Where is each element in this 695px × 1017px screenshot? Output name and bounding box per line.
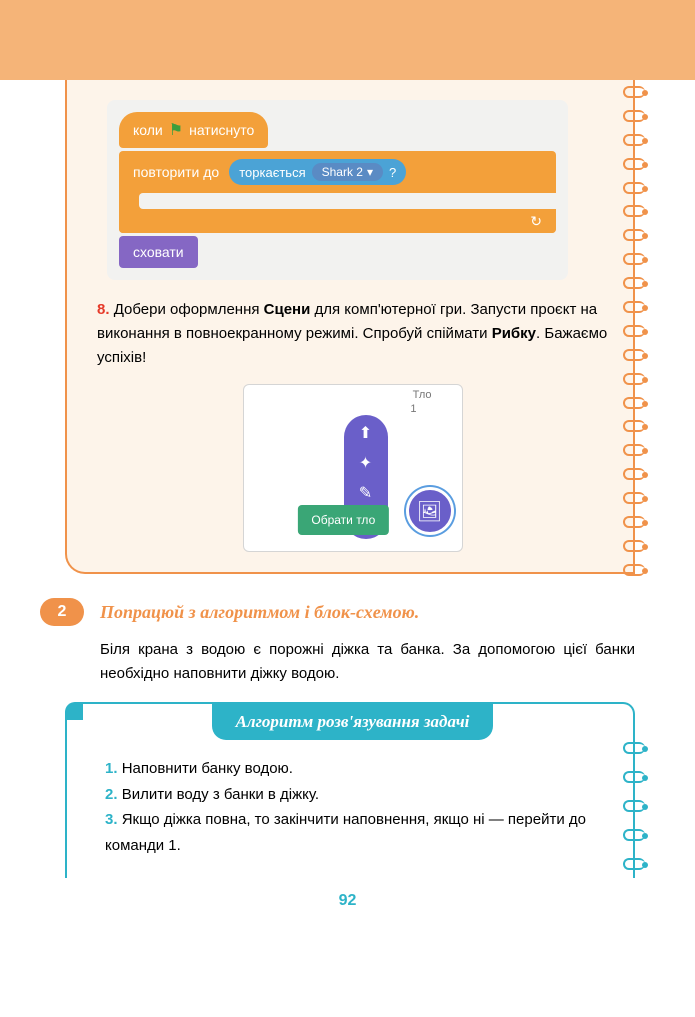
sensing-label: торкається — [239, 165, 305, 180]
algo-step: 2. Вилити воду з банки в діжку. — [105, 782, 608, 808]
repeat-label: повторити до — [133, 164, 219, 180]
loop-arrow-icon: ↻ — [530, 213, 542, 230]
algorithm-box: Алгоритм розв'язування задачі 1. Наповни… — [65, 702, 635, 878]
section-2: 2 Попрацюй з алгоритмом і блок-схемою. Б… — [40, 598, 635, 686]
loop-body — [139, 193, 556, 209]
page-number: 92 — [0, 892, 695, 910]
spiral-binding-teal — [623, 734, 645, 878]
chevron-down-icon: ▾ — [367, 165, 373, 179]
task-8-text: 8. Добери оформлення Сцени для комп'ютер… — [97, 298, 608, 370]
choose-backdrop-icon[interactable]: 🖼 — [406, 487, 454, 535]
exercise-section: коли ⚑ натиснуто повторити до торкається… — [65, 80, 635, 574]
hide-block[interactable]: сховати — [119, 236, 198, 268]
algo-step: 1. Наповнити банку водою. — [105, 756, 608, 782]
repeat-block[interactable]: повторити до торкається Shark 2 ▾ ? ↻ — [119, 151, 556, 233]
spiral-binding — [623, 80, 645, 582]
algorithm-title: Алгоритм розв'язування задачі — [212, 704, 494, 740]
upload-icon[interactable]: ⬆ — [359, 423, 372, 443]
algorithm-steps: 1. Наповнити банку водою.2. Вилити воду … — [97, 756, 608, 858]
sensing-block[interactable]: торкається Shark 2 ▾ ? — [229, 159, 406, 185]
sprite-dropdown[interactable]: Shark 2 ▾ — [312, 163, 383, 181]
image-icon: 🖼 — [417, 499, 442, 524]
hat-prefix: коли — [133, 122, 163, 138]
backdrop-count: 1 — [410, 403, 416, 415]
hat-suffix: натиснуто — [189, 122, 254, 138]
task-number: 8. — [97, 301, 110, 318]
section-title: Попрацюй з алгоритмом і блок-схемою. — [100, 602, 419, 623]
section-2-text: Біля крана з водою є порожні діжка та ба… — [100, 638, 635, 686]
green-flag-icon: ⚑ — [169, 120, 183, 140]
algo-step: 3. Якщо діжка повна, то закінчити наповн… — [105, 807, 608, 858]
paint-icon[interactable]: ✎ — [359, 483, 372, 503]
dropdown-value: Shark 2 — [322, 165, 363, 179]
choose-backdrop-button[interactable]: Обрати тло — [297, 505, 389, 535]
loop-end: ↻ — [119, 209, 556, 233]
algo-corner-tab — [65, 702, 83, 720]
backdrop-chooser-panel: Тло 1 ⬆ ✦ ✎ Q Обрати тло 🖼 — [243, 384, 463, 552]
hat-block[interactable]: коли ⚑ натиснуто — [119, 112, 268, 148]
section-badge: 2 — [40, 598, 84, 626]
surprise-icon[interactable]: ✦ — [359, 453, 372, 473]
top-banner — [0, 0, 695, 80]
backdrop-header: Тло — [413, 389, 432, 401]
question-mark: ? — [389, 165, 396, 180]
scratch-code-block: коли ⚑ натиснуто повторити до торкається… — [107, 100, 568, 280]
